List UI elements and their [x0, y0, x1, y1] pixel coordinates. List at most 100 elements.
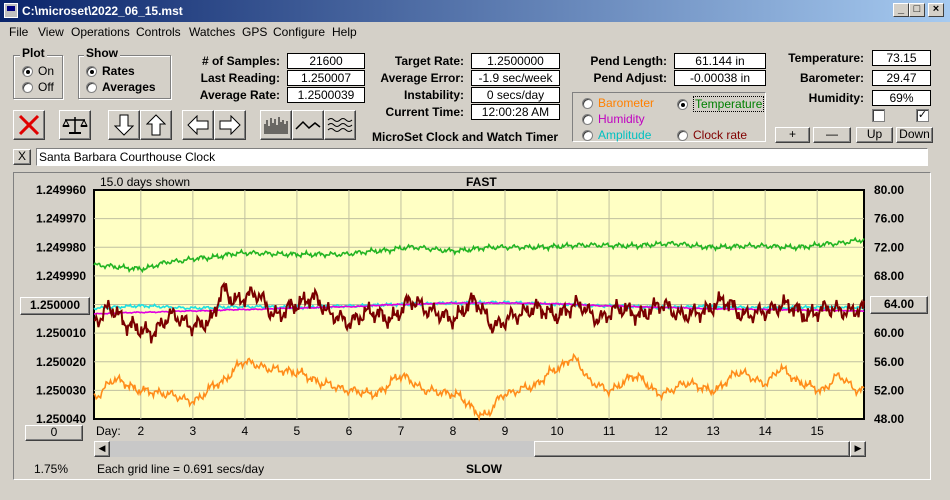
x-tick-label: 12	[654, 424, 668, 438]
left-tick-label: 1.250040	[36, 412, 86, 426]
arrow-right-icon	[219, 115, 241, 135]
current-time-field[interactable]: 12:00:28 AM	[471, 104, 560, 120]
plot-on-radio[interactable]: On	[22, 64, 54, 78]
x-tick-label: 9	[502, 424, 509, 438]
right-checkbox[interactable]: ✓	[916, 109, 929, 122]
arrow-right-button[interactable]	[214, 110, 246, 140]
overlay-humidity-radio[interactable]: Humidity	[582, 112, 645, 126]
left-tick-label: 1.249990	[36, 269, 86, 283]
x-tick-label: 8	[450, 424, 457, 438]
menu-view[interactable]: View	[38, 25, 64, 39]
radio-icon	[582, 113, 593, 125]
plot-group-title: Plot	[20, 46, 47, 60]
right-tick-label: 80.00	[874, 183, 904, 197]
average-rate-field[interactable]: 1.2500039	[287, 87, 365, 103]
scale-up-button[interactable]: Up	[856, 127, 893, 143]
scroll-right-button[interactable]: ▶	[850, 441, 866, 457]
clear-description-button[interactable]: X	[13, 149, 31, 165]
menu-help[interactable]: Help	[332, 25, 357, 39]
overlay-selector	[572, 92, 766, 142]
scroll-track[interactable]	[110, 441, 534, 457]
overlay-clock-rate-radio[interactable]: Clock rate	[677, 128, 747, 142]
arrow-left-icon	[187, 115, 209, 135]
series-lines	[93, 236, 865, 422]
title-bar[interactable]: C:\microset\2022_06_15.mst _ □ ×	[0, 0, 950, 22]
menu-configure[interactable]: Configure	[273, 25, 326, 39]
plot-on-label: On	[38, 64, 55, 78]
day-axis-label: Day:	[96, 424, 121, 438]
x-tick-label: 15	[810, 424, 824, 438]
arrow-down-button[interactable]	[108, 110, 140, 140]
overlay-temperature-label: Temperature	[693, 96, 765, 112]
left-tick-label: 1.250030	[36, 383, 86, 397]
right-scale-button[interactable]: 64.00	[870, 296, 928, 314]
line-view-button[interactable]	[292, 110, 324, 140]
wave-view-button[interactable]	[324, 110, 356, 140]
left-checkbox[interactable]	[872, 109, 885, 122]
series-barometer	[93, 352, 865, 422]
menu-watches[interactable]: Watches	[189, 25, 236, 39]
show-averages-radio[interactable]: Averages	[86, 80, 156, 94]
bar-view-button[interactable]	[260, 110, 292, 140]
samples-field[interactable]: 21600	[287, 53, 365, 69]
radio-icon	[22, 81, 33, 93]
arrow-up-icon	[146, 114, 166, 136]
grid-lines	[94, 190, 864, 419]
plot-off-radio[interactable]: Off	[22, 80, 54, 94]
minimize-button[interactable]: _	[893, 3, 909, 17]
target-rate-label: Target Rate:	[394, 54, 464, 68]
temperature-field[interactable]: 73.15	[872, 50, 931, 66]
humidity-field[interactable]: 69%	[872, 90, 931, 106]
menu-gps[interactable]: GPS	[242, 25, 268, 39]
overlay-temperature-radio[interactable]: Temperature	[677, 96, 765, 112]
close-window-button[interactable]: ×	[928, 3, 944, 17]
arrow-up-button[interactable]	[140, 110, 172, 140]
maximize-button[interactable]: □	[909, 3, 925, 17]
line-graph-icon	[295, 120, 321, 130]
menu-controls[interactable]: Controls	[136, 25, 181, 39]
show-rates-radio[interactable]: Rates	[86, 64, 135, 78]
right-tick-label: 60.00	[874, 326, 904, 340]
horizontal-scrollbar[interactable]: ◀ ▶	[94, 441, 866, 457]
overlay-barometer-radio[interactable]: Barometer	[582, 96, 654, 110]
arrow-left-button[interactable]	[182, 110, 214, 140]
offset-zero-button[interactable]: 0	[25, 425, 83, 441]
right-tick-label: 56.00	[874, 355, 904, 369]
samples-label: # of Samples:	[201, 54, 280, 68]
instability-field[interactable]: 0 secs/day	[471, 87, 560, 103]
center-rate-button[interactable]: 1.250000	[20, 297, 90, 315]
radio-selected-icon	[677, 98, 688, 110]
left-tick-label: 1.249960	[36, 183, 86, 197]
balance-button[interactable]	[59, 110, 91, 140]
right-tick-label: 68.00	[874, 269, 904, 283]
scale-down-button[interactable]: Down	[896, 127, 933, 143]
overlay-amplitude-radio[interactable]: Amplitude	[582, 128, 651, 142]
scale-plus-button[interactable]: +	[775, 127, 810, 143]
menu-operations[interactable]: Operations	[71, 25, 130, 39]
scroll-left-button[interactable]: ◀	[94, 441, 110, 457]
target-rate-field[interactable]: 1.2500000	[471, 53, 560, 69]
series-clock-rate	[94, 281, 865, 344]
last-reading-field[interactable]: 1.250007	[287, 70, 365, 86]
current-time-label: Current Time:	[385, 105, 464, 119]
radio-icon	[582, 97, 593, 109]
scale-minus-button[interactable]: —	[813, 127, 851, 143]
temperature-label: Temperature:	[788, 51, 864, 65]
description-input[interactable]: Santa Barbara Courthouse Clock	[36, 148, 928, 166]
menu-file[interactable]: File	[9, 25, 29, 39]
show-rates-label: Rates	[102, 64, 135, 78]
x-tick-label: 4	[242, 424, 249, 438]
barometer-field[interactable]: 29.47	[872, 70, 931, 86]
instability-label: Instability:	[403, 88, 464, 102]
radio-icon	[582, 129, 593, 141]
pend-length-field[interactable]: 61.144 in	[674, 53, 766, 69]
red-x-icon	[18, 114, 40, 136]
stop-button[interactable]	[13, 110, 45, 140]
average-error-label: Average Error:	[380, 71, 464, 85]
scroll-thumb[interactable]	[534, 441, 850, 457]
app-icon[interactable]	[4, 3, 18, 18]
average-error-field[interactable]: -1.9 sec/week	[471, 70, 560, 86]
pend-adjust-label: Pend Adjust:	[593, 71, 667, 85]
pend-adjust-field[interactable]: -0.00038 in	[674, 70, 766, 86]
